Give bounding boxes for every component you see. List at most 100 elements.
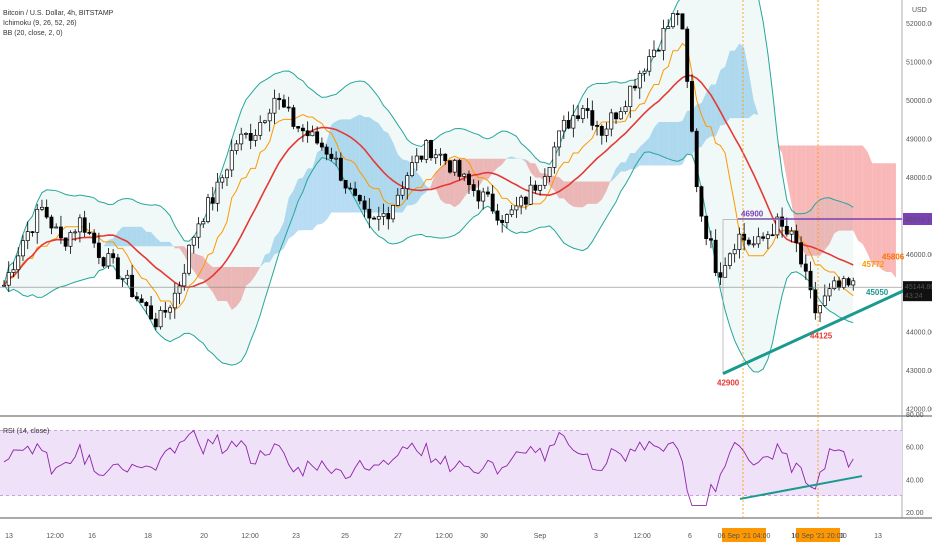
candle: [6, 272, 11, 286]
annotation-upper-band: 45806: [882, 253, 905, 262]
candle: [419, 155, 424, 160]
cloud-segment: [388, 133, 394, 213]
candle: [11, 269, 16, 273]
candle: [144, 302, 149, 307]
level-tag-bg: [903, 213, 932, 226]
candle: [134, 296, 139, 300]
cloud-segment: [616, 162, 621, 177]
cloud-segment: [502, 158, 507, 165]
candle: [637, 72, 642, 89]
candle: [542, 176, 547, 186]
cloud-segment: [155, 237, 161, 247]
time-tick-label: Sep: [534, 533, 547, 540]
candle: [443, 153, 448, 162]
candle: [481, 191, 486, 202]
candle: [291, 107, 296, 127]
cloud-segment: [165, 241, 171, 247]
candle: [44, 206, 49, 218]
time-tick-label: 20: [200, 533, 208, 540]
bb-legend: BB (20, close, 2, 0): [3, 30, 63, 37]
symbol-title: Bitcoin / U.S. Dollar, 4h, BITSTAMP: [3, 10, 114, 17]
candle: [130, 274, 135, 297]
cloud-segment: [573, 181, 579, 208]
candle: [239, 133, 244, 145]
price-tick-label: 46000.00: [906, 252, 932, 259]
cloud-segment: [805, 145, 811, 256]
candle: [429, 140, 433, 159]
cloud-segment: [250, 267, 256, 283]
cloud-segment: [511, 156, 517, 159]
rsi-tick-label: 60.00: [906, 445, 924, 452]
candle: [286, 106, 291, 109]
candle: [675, 13, 680, 15]
cloud-segment: [113, 231, 118, 247]
cloud-segment: [355, 114, 360, 213]
candle: [35, 208, 40, 233]
cloud-segment: [473, 158, 479, 188]
cloud-segment: [839, 145, 844, 231]
candle: [334, 157, 339, 160]
cloud-segment: [264, 252, 270, 263]
candle: [471, 184, 476, 191]
time-tick-label: 12:00: [46, 533, 64, 540]
candle: [756, 236, 761, 245]
candle: [348, 187, 353, 190]
tenkan-line: [3, 42, 854, 311]
cloud-segment: [241, 267, 246, 301]
candle: [92, 232, 97, 244]
last-price-tag-bg: [903, 281, 932, 302]
candle: [514, 205, 519, 211]
candle: [187, 244, 191, 274]
cloud-segment: [867, 151, 873, 265]
candle: [775, 216, 780, 236]
candle: [599, 126, 604, 136]
price-tick-label: 49000.00: [906, 137, 932, 144]
cloud-segment: [876, 163, 882, 270]
level-tag-label: 46914.17: [905, 217, 932, 224]
candle: [718, 272, 723, 278]
cloud-segment: [521, 158, 526, 163]
cloud-segment: [440, 161, 446, 204]
cloud-segment: [862, 145, 868, 254]
cloud-segment: [772, 143, 778, 146]
candle: [732, 249, 737, 255]
candle: [253, 134, 258, 141]
cloud-segment: [307, 168, 313, 231]
candle: [694, 130, 699, 188]
candle: [789, 230, 794, 235]
price-tick-label: 48000.00: [906, 175, 932, 182]
candle: [58, 226, 63, 239]
candle: [500, 219, 505, 223]
candle: [656, 49, 661, 52]
candle: [746, 239, 751, 245]
cloud-segment: [872, 163, 877, 265]
candle: [433, 154, 438, 159]
last-price-label: 45144.86: [905, 284, 932, 291]
candle: [68, 232, 73, 247]
candle: [414, 155, 419, 164]
candle: [685, 28, 690, 82]
cloud-segment: [497, 158, 503, 168]
candle: [623, 106, 628, 113]
bb-fill: [4, 0, 854, 373]
cloud-segment: [753, 100, 759, 115]
candle: [229, 150, 234, 171]
price-tick-label: 52000.00: [906, 21, 932, 28]
cloud-segment: [151, 232, 156, 247]
cloud-segment: [383, 130, 389, 213]
candle: [765, 234, 770, 239]
candle: [153, 318, 158, 328]
candle: [704, 215, 709, 239]
time-tick-label: 13: [874, 533, 882, 540]
rsi-legend: RSI (14, close): [3, 427, 49, 437]
cloud-segment: [649, 127, 654, 166]
candle: [528, 184, 533, 205]
cloud-segment: [369, 117, 375, 213]
cloud-segment: [288, 190, 294, 239]
cloud-segment: [886, 163, 892, 272]
cloud-segment: [179, 246, 185, 256]
time-tick-label: 12:00: [241, 533, 259, 540]
candle: [538, 184, 543, 191]
cloud-segment: [796, 145, 802, 247]
